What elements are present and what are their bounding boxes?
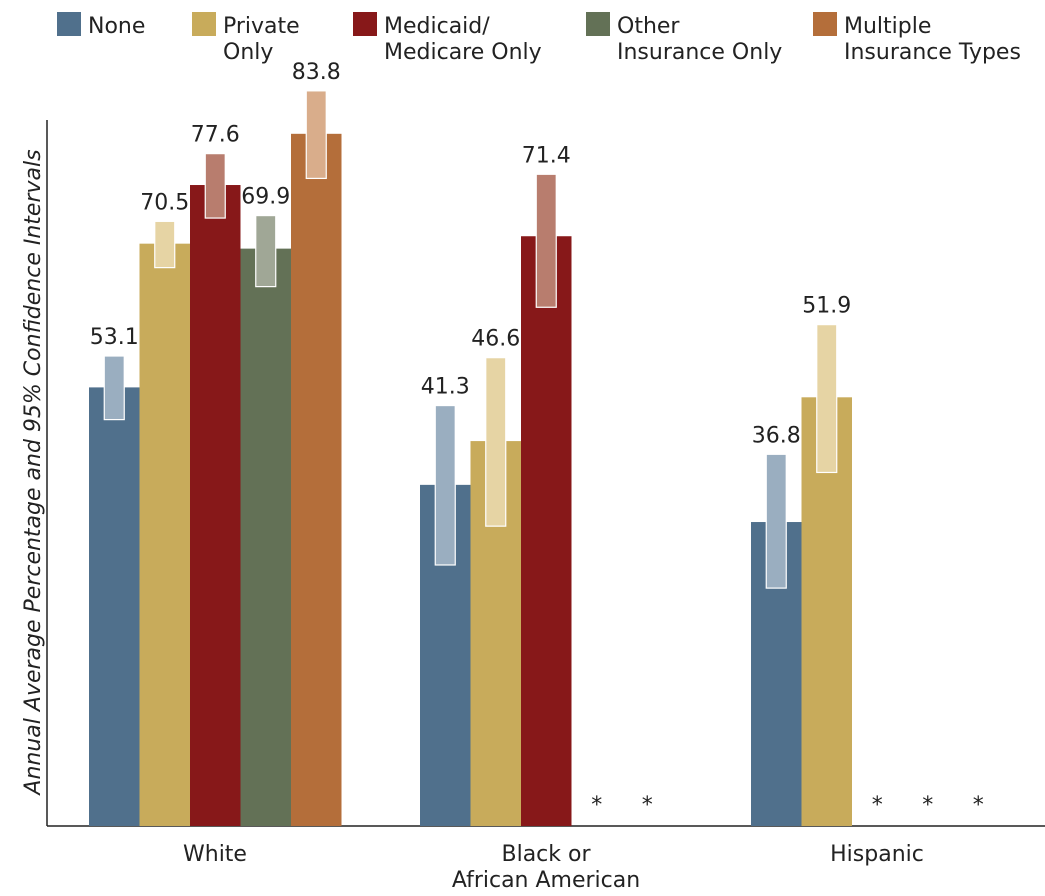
confidence-interval [305, 90, 327, 180]
data-label: 71.4 [522, 143, 571, 168]
legend-swatch [813, 12, 837, 36]
bar [521, 236, 572, 827]
legend-swatch [353, 12, 377, 36]
plot-area: 53.1 70.5 77.6 69.9 83.8 41.346.6 71.4 * * 36.8 51… [89, 60, 984, 827]
legend-label-line: Other [617, 14, 680, 39]
legend-label-line: Insurance Types [844, 40, 1021, 65]
legend-label-line: Private [223, 14, 300, 39]
data-label: 41.3 [421, 375, 470, 400]
suppressed-marker: * [642, 793, 653, 818]
x-tick-label-line: Hispanic [830, 842, 924, 867]
suppressed-marker: * [973, 793, 984, 818]
legend-label-line: None [88, 14, 145, 39]
data-label: 36.8 [752, 423, 801, 448]
suppressed-marker: * [922, 793, 933, 818]
data-label: 53.1 [90, 325, 139, 350]
x-tick-labels: White Black or African American Hispanic [183, 842, 924, 893]
data-label: 69.9 [241, 185, 290, 210]
suppressed-marker: * [872, 793, 883, 818]
x-tick-label: Hispanic [830, 842, 924, 867]
legend-swatch [57, 12, 81, 36]
confidence-interval [535, 173, 557, 308]
data-label: 46.6 [471, 327, 520, 352]
confidence-interval [816, 324, 838, 474]
legend-label: Private Only [223, 14, 300, 65]
legend-label: Multiple Insurance Types [844, 14, 1021, 65]
legend-label: None [88, 14, 145, 39]
confidence-interval [204, 153, 226, 219]
confidence-interval [485, 357, 507, 527]
x-tick-label: Black or African American [452, 842, 640, 893]
legend-swatch [586, 12, 610, 36]
legend-label: Other Insurance Only [617, 14, 782, 65]
bar [139, 243, 190, 827]
legend: None Private Only Medicaid/Medicare Only Oth… [57, 12, 1021, 65]
x-tick-label-line: African American [452, 868, 640, 893]
bar [240, 248, 291, 827]
confidence-interval [765, 453, 787, 589]
x-tick-label: White [183, 842, 247, 867]
legend-label-line: Medicare Only [384, 40, 542, 65]
legend-label-line: Multiple [844, 14, 931, 39]
data-label: 77.6 [191, 123, 240, 148]
bar [291, 133, 342, 826]
legend-label-line: Insurance Only [617, 40, 782, 65]
x-tick-label-line: Black or [501, 842, 591, 867]
confidence-interval [255, 214, 277, 288]
bar [190, 185, 241, 827]
data-label: 51.9 [802, 294, 851, 319]
legend-swatch [192, 12, 216, 36]
legend-label: Medicaid/Medicare Only [384, 14, 542, 65]
data-label: 83.8 [292, 60, 341, 85]
x-tick-label-line: White [183, 842, 247, 867]
confidence-interval [434, 404, 456, 566]
legend-label-line: Medicaid/ [384, 14, 490, 39]
confidence-interval [154, 220, 176, 269]
legend-label-line: Only [223, 40, 273, 65]
bar [89, 387, 140, 826]
y-axis-title: Annual Average Percentage and 95% Confid… [21, 149, 46, 796]
suppressed-marker: * [591, 793, 602, 818]
confidence-interval [103, 355, 125, 421]
data-label: 70.5 [140, 190, 189, 215]
